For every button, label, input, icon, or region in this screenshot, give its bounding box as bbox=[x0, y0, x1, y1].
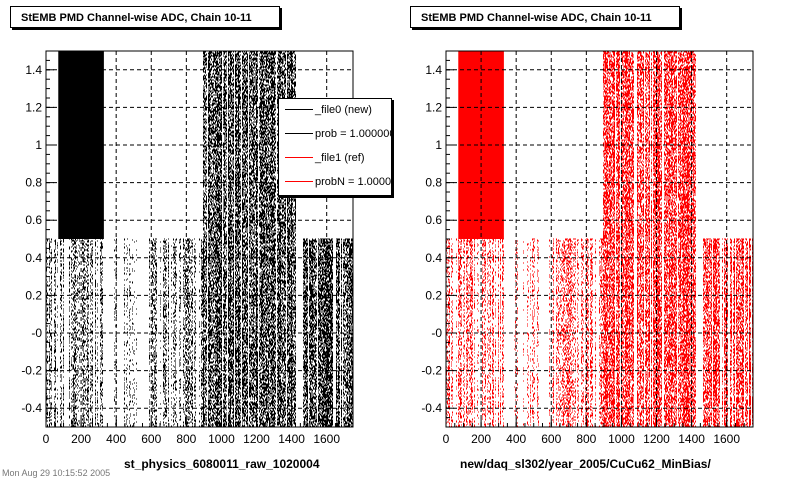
right-grid bbox=[446, 51, 753, 427]
right-data-region-2 bbox=[514, 238, 539, 427]
legend: _file0 (new) prob = 1.000000 _file1 (ref… bbox=[278, 98, 392, 196]
legend-entry-prob: prob = 1.000000 bbox=[279, 123, 392, 145]
right-y-tick-label-5: 0.6 bbox=[425, 213, 442, 227]
right-x-tick-label-2: 400 bbox=[506, 432, 526, 446]
legend-entry-file1: _file1 (ref) bbox=[279, 147, 391, 169]
left-x-tick-label-8: 1600 bbox=[313, 432, 340, 446]
right-y-tick-label-8: 1.2 bbox=[425, 100, 442, 114]
right-x-tick-label-0: 0 bbox=[443, 432, 450, 446]
right-data-region-3 bbox=[549, 238, 603, 427]
legend-entry-file0: _file0 (new) bbox=[279, 99, 391, 121]
right-x-tick-label-8: 1600 bbox=[713, 432, 740, 446]
right-x-axis-title: new/daq_sl302/year_2005/CuCu62_MinBias/ bbox=[460, 457, 711, 471]
right-y-tick-label-3: 0.2 bbox=[425, 288, 442, 302]
right-chart-title: StEMB PMD Channel-wise ADC, Chain 10-11 bbox=[410, 6, 680, 28]
right-x-tick-label-4: 800 bbox=[576, 432, 596, 446]
legend-label-file0: _file0 (new) bbox=[315, 104, 372, 116]
left-x-tick-label-2: 400 bbox=[106, 432, 126, 446]
right-y-tick-label-4: 0.4 bbox=[425, 251, 442, 265]
right-axes: 0 200 400 600 800 1000 1200 1400 1600 -0.4 -0.2 -0 0… bbox=[421, 50, 754, 446]
legend-line-file0 bbox=[285, 109, 313, 110]
legend-label-file1: _file1 (ref) bbox=[315, 152, 365, 164]
left-data-region-5 bbox=[303, 238, 353, 427]
left-y-tick-label-8: 1.2 bbox=[25, 100, 42, 114]
right-x-tick-label-1: 200 bbox=[471, 432, 491, 446]
left-y-tick-label-0: -0.4 bbox=[21, 401, 42, 415]
footer-timestamp: Mon Aug 29 10:15:52 2005 bbox=[2, 468, 111, 478]
left-x-tick-label-0: 0 bbox=[43, 432, 50, 446]
right-data-region-5 bbox=[703, 238, 753, 427]
right-plot-area bbox=[445, 50, 754, 428]
left-axes: 0 200 400 600 800 1000 1200 1400 1600 -0.4 -0.2 -0 0… bbox=[21, 50, 354, 446]
legend-line-probn bbox=[285, 181, 313, 182]
left-y-tick-label-6: 0.8 bbox=[25, 176, 42, 190]
left-y-tick-label-7: 1 bbox=[35, 138, 42, 152]
legend-line-prob bbox=[285, 133, 313, 134]
legend-label-probn: probN = 1.000000 bbox=[315, 176, 392, 188]
right-y-tick-label-2: -0 bbox=[431, 326, 442, 340]
left-x-tick-label-1: 200 bbox=[71, 432, 91, 446]
legend-entry-probn: probN = 1.000000 bbox=[279, 171, 392, 193]
left-x-tick-label-5: 1000 bbox=[208, 432, 235, 446]
left-x-tick-label-3: 600 bbox=[141, 432, 161, 446]
left-x-tick-label-4: 800 bbox=[176, 432, 196, 446]
right-y-tick-label-1: -0.2 bbox=[421, 364, 442, 378]
left-y-tick-label-2: -0 bbox=[31, 326, 42, 340]
legend-label-prob: prob = 1.000000 bbox=[315, 128, 392, 140]
left-data-region-2 bbox=[114, 238, 137, 427]
left-x-tick-label-6: 1200 bbox=[243, 432, 270, 446]
right-y-tick-label-7: 1 bbox=[435, 138, 442, 152]
left-y-tick-label-3: 0.2 bbox=[25, 288, 42, 302]
right-x-tick-label-5: 1000 bbox=[608, 432, 635, 446]
left-y-tick-label-1: -0.2 bbox=[21, 364, 42, 378]
right-y-tick-label-6: 0.8 bbox=[425, 176, 442, 190]
left-chart-title: StEMB PMD Channel-wise ADC, Chain 10-11 bbox=[10, 6, 280, 28]
right-y-tick-label-9: 1.4 bbox=[425, 63, 442, 77]
left-x-tick-label-7: 1400 bbox=[278, 432, 305, 446]
left-y-tick-label-9: 1.4 bbox=[25, 63, 42, 77]
right-x-tick-label-7: 1400 bbox=[678, 432, 705, 446]
left-x-axis-title: st_physics_6080011_raw_1020004 bbox=[124, 457, 320, 471]
left-y-tick-label-4: 0.4 bbox=[25, 251, 42, 265]
right-y-tick-label-0: -0.4 bbox=[421, 401, 442, 415]
right-x-tick-label-6: 1200 bbox=[643, 432, 670, 446]
legend-line-file1 bbox=[285, 157, 313, 158]
left-y-tick-label-5: 0.6 bbox=[25, 213, 42, 227]
right-x-tick-label-3: 600 bbox=[541, 432, 561, 446]
